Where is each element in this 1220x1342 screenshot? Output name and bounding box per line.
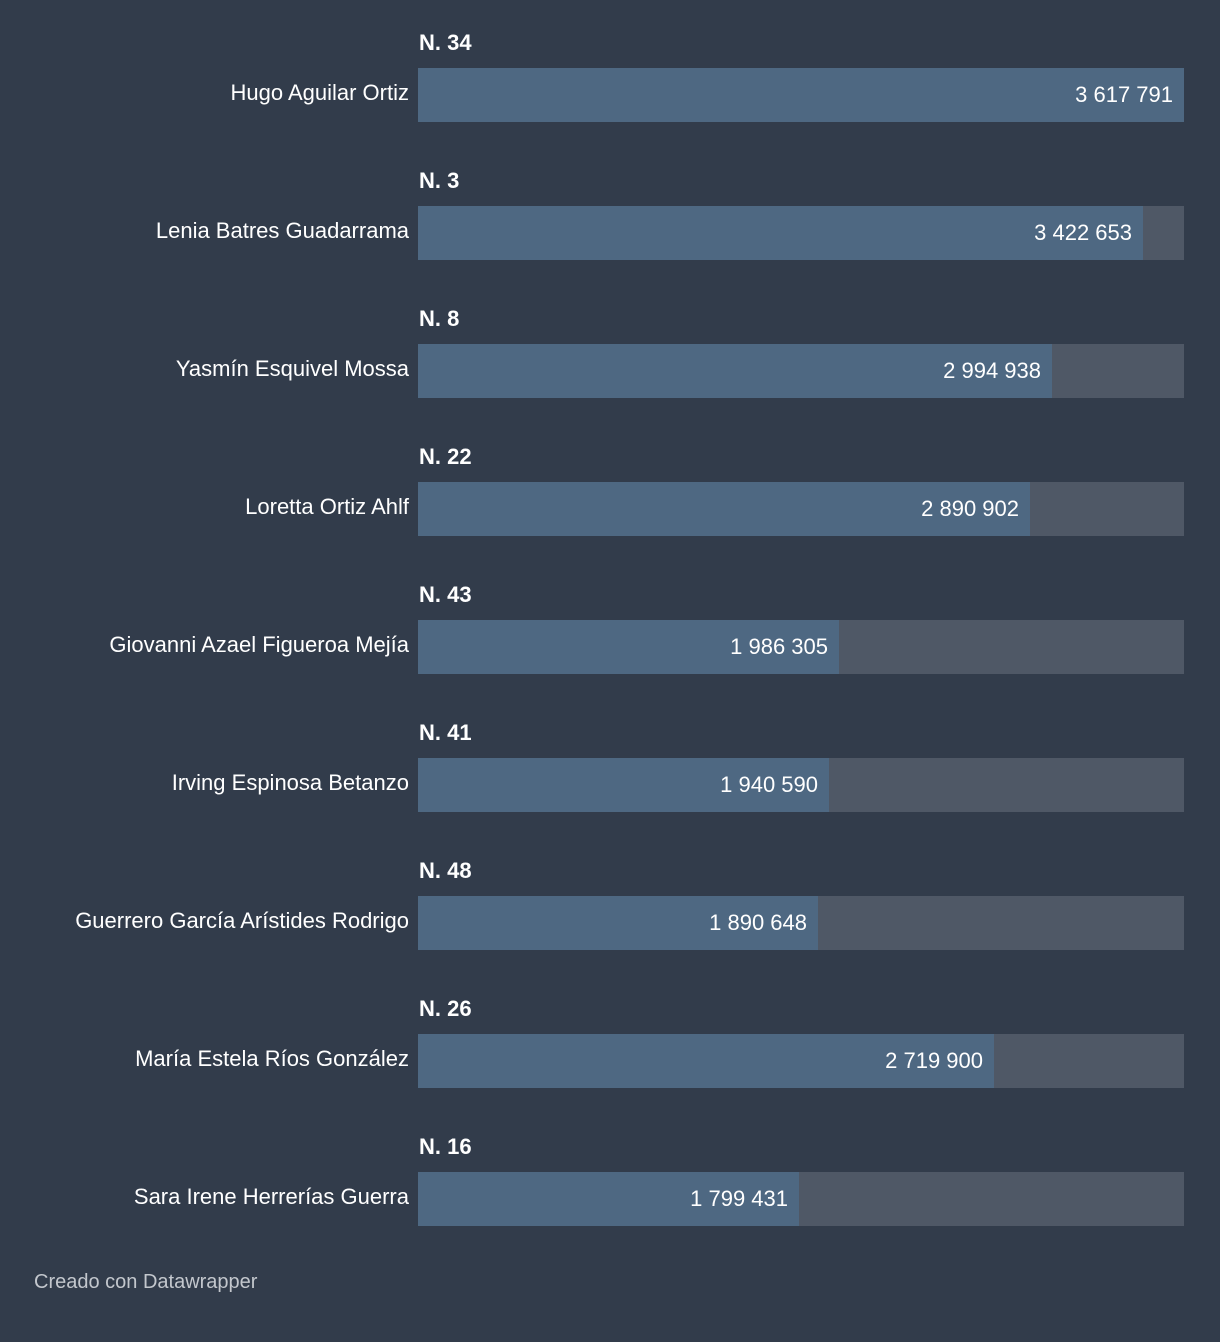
value-label: 2 994 938 — [943, 358, 1041, 383]
bar — [418, 482, 1030, 536]
category-label: María Estela Ríos González — [135, 1046, 409, 1071]
group-label: N. 22 — [419, 444, 472, 469]
value-label: 1 890 648 — [709, 910, 807, 935]
bar — [418, 1172, 799, 1226]
bar — [418, 896, 818, 950]
group-label: N. 3 — [419, 168, 460, 193]
value-label: 3 422 653 — [1034, 220, 1132, 245]
bar-track: 1 799 431 — [418, 1172, 1184, 1226]
group-label: N. 41 — [419, 720, 472, 745]
group-label: N. 26 — [419, 996, 472, 1021]
bar — [418, 1034, 994, 1088]
category-label: Giovanni Azael Figueroa Mejía — [109, 632, 409, 657]
bar — [418, 68, 1184, 122]
bar-track: 3 617 791 — [418, 68, 1184, 122]
footer-credit: Creado con Datawrapper — [34, 1271, 258, 1293]
value-label: 1 986 305 — [730, 634, 828, 659]
group-label: N. 43 — [419, 582, 472, 607]
group-label: N. 34 — [419, 30, 472, 55]
category-label: Hugo Aguilar Ortiz — [230, 80, 409, 105]
bar-track: 1 986 305 — [418, 620, 1184, 674]
bar — [418, 758, 829, 812]
category-label: Loretta Ortiz Ahlf — [245, 494, 409, 519]
bar-track: 1 890 648 — [418, 896, 1184, 950]
bar — [418, 620, 839, 674]
category-label: Sara Irene Herrerías Guerra — [133, 1184, 409, 1209]
value-label: 3 617 791 — [1075, 82, 1173, 107]
value-label: 1 799 431 — [690, 1186, 788, 1211]
bar — [418, 206, 1143, 260]
bar — [418, 344, 1052, 398]
bar-track: 3 422 653 — [418, 206, 1184, 260]
group-label: N. 16 — [419, 1134, 472, 1159]
bar-track: 1 940 590 — [418, 758, 1184, 812]
bar-track: 2 890 902 — [418, 482, 1184, 536]
bar-track: 2 994 938 — [418, 344, 1184, 398]
bar-track: 2 719 900 — [418, 1034, 1184, 1088]
group-label: N. 8 — [419, 306, 460, 331]
group-label: N. 48 — [419, 858, 472, 883]
category-label: Irving Espinosa Betanzo — [171, 770, 409, 795]
value-label: 2 890 902 — [921, 496, 1019, 521]
category-label: Lenia Batres Guadarrama — [155, 218, 409, 243]
category-label: Yasmín Esquivel Mossa — [175, 356, 409, 381]
category-label: Guerrero García Arístides Rodrigo — [75, 908, 409, 933]
value-label: 2 719 900 — [885, 1048, 983, 1073]
value-label: 1 940 590 — [720, 772, 818, 797]
